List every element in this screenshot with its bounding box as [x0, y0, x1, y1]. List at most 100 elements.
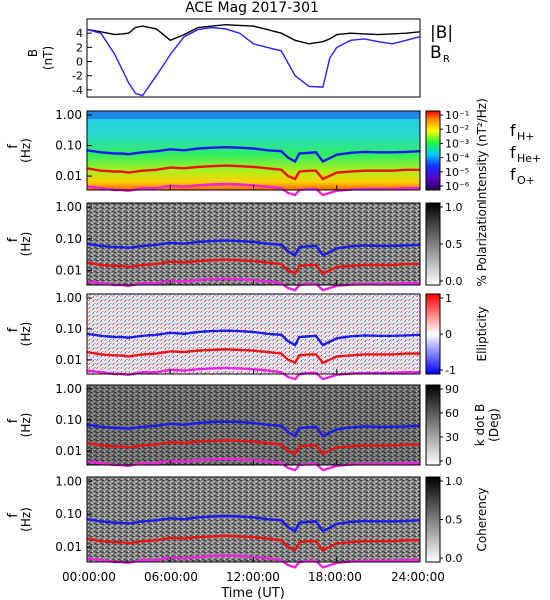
y-tick-label: 4	[76, 27, 83, 40]
colorbar-tick-label: -1	[445, 364, 456, 377]
colorbar-tick-label: 1.0	[445, 201, 463, 214]
legend-f-o-plus-subscript: O+	[517, 174, 535, 187]
legend-b-radial-subscript: R	[443, 54, 450, 65]
b-field-panel: 420-2-4B (nT)|B|B R	[26, 18, 453, 98]
gyrofrequency-line-f-He-plus	[86, 348, 420, 365]
spectrogram-image	[87, 294, 420, 374]
y-axis-unit: (Hz)	[19, 322, 33, 347]
gyrofrequency-line-f-O-plus	[86, 366, 420, 381]
y-axis-label: f	[6, 418, 21, 423]
y-axis-label: f	[6, 513, 21, 518]
y-axis-unit: (nT)	[41, 46, 55, 70]
coherency-panel: 1.00 0.10 0.01 f(Hz) 1.0 0.5 0.0 Coherency	[6, 474, 489, 569]
legend-f-h-plus-subscript: H+	[517, 130, 535, 143]
colorbar	[425, 293, 441, 375]
spectrogram-image	[87, 477, 420, 562]
legend-f-h-plus: f	[510, 121, 516, 140]
ellipticity-panel: 1.00 0.10 0.01 f(Hz) 1 0 -1 Ellipticity	[6, 291, 489, 381]
colorbar-tick-label: 10⁻⁵	[445, 166, 469, 179]
y-tick-label: 1.00	[55, 382, 82, 396]
y-tick-label: 0.10	[55, 413, 82, 427]
colorbar-tick-label: 0	[445, 455, 452, 468]
y-tick-label: 0.10	[55, 139, 82, 153]
series-line-b-radial	[86, 26, 421, 97]
colorbar	[425, 384, 441, 466]
y-tick-label: 2	[76, 41, 83, 54]
colorbar-tick-label: 10⁻¹	[445, 109, 469, 122]
y-axis-unit: (Hz)	[19, 507, 33, 532]
y-axis-unit: (Hz)	[19, 232, 33, 257]
gyrofrequency-line-f-He-plus	[86, 439, 420, 456]
legend-b-radial: B	[430, 43, 442, 63]
colorbar-tick-label: 60	[445, 407, 459, 420]
colorbar-tick-label: 0.0	[445, 275, 463, 288]
colorbar-tick-label: 10⁻²	[445, 123, 469, 136]
x-tick-label: 12:00:00	[226, 570, 280, 584]
y-tick-label: 0	[76, 56, 83, 69]
y-axis-label: f	[6, 327, 21, 332]
y-axis-label: B	[26, 49, 40, 57]
y-tick-label: 0.01	[55, 444, 82, 458]
y-tick-label: 1.00	[55, 291, 82, 305]
panels: 420-2-4B (nT)|B|B R1.000.100.01f(Hz)10⁻¹10…	[6, 18, 541, 569]
legend-f-he-plus-subscript: He+	[517, 152, 541, 165]
legend-b-magnitude: |B|	[430, 23, 453, 43]
k-dot-b-panel: 1.00 0.10 0.01 f(Hz) 90 60 30 0 k dot B (Deg)	[6, 382, 501, 472]
colorbar-tick-label: 1.0	[445, 475, 463, 488]
gyrofrequency-line-f-He-plus	[86, 258, 420, 276]
y-tick-label: -4	[72, 84, 83, 97]
gyrofrequency-line-f-H-plus	[86, 420, 421, 438]
gyrofrequency-line-f-He-plus	[86, 164, 420, 181]
y-tick-label: 1.00	[55, 474, 82, 488]
x-axis-ticks: 00:00:00 06:00:00 12:00:00 18:00:00 24:0…	[62, 570, 445, 584]
colorbar-tick-label: 10⁻⁶	[445, 180, 470, 193]
gyrofrequency-line-f-O-plus	[86, 457, 420, 472]
spectrogram-image	[87, 385, 420, 465]
colorbar-tick-label: 10⁻³	[445, 137, 469, 150]
y-tick-label: 1.00	[55, 200, 82, 214]
gyrofrequency-line-f-O-plus	[86, 182, 420, 197]
y-tick-label: -2	[72, 70, 83, 83]
colorbar-label: Ellipticity	[475, 307, 489, 362]
colorbar	[425, 202, 441, 286]
y-tick-label: 0.10	[55, 507, 82, 521]
colorbar-tick-label: 30	[445, 431, 459, 444]
y-axis-unit: (Hz)	[19, 413, 33, 438]
gyrofrequency-line-f-H-plus	[86, 514, 421, 533]
legend-f-o-plus: f	[510, 165, 516, 184]
colorbar-tick-label: 0	[445, 328, 452, 341]
y-tick-label: 0.01	[55, 169, 82, 183]
plot-frame	[86, 18, 421, 98]
y-axis-unit: (Hz)	[19, 138, 33, 163]
y-tick-label: 0.10	[55, 322, 82, 336]
gyrofrequency-line-f-O-plus	[86, 554, 420, 569]
colorbar-label: % Polarization	[475, 202, 489, 287]
colorbar-label: Intensity (nT²/Hz)	[475, 98, 489, 203]
colorbar-label: Coherency	[475, 487, 489, 551]
gyrofrequency-line-f-O-plus	[86, 277, 420, 292]
gyrofrequency-line-f-H-plus	[86, 145, 421, 164]
colorbar-label-unit: (Deg)	[487, 408, 501, 442]
y-tick-label: 0.01	[55, 353, 82, 367]
y-tick-label: 0.10	[55, 232, 82, 246]
colorbar	[425, 476, 441, 563]
colorbar-tick-label: 0.0	[445, 552, 463, 565]
x-tick-label: 00:00:00	[62, 570, 116, 584]
y-axis-label: f	[6, 237, 21, 242]
figure-title: ACE Mag 2017-301	[185, 0, 319, 16]
polarization-panel: 1.00 0.10 0.01 f(Hz) 1.0 0.5 0.0 % Polarization	[6, 200, 489, 292]
colorbar-tick-label: 10⁻⁴	[445, 152, 470, 165]
spectrogram-image	[87, 203, 420, 285]
legend-f-he-plus: f	[510, 143, 516, 162]
y-tick-label: 0.01	[55, 540, 82, 554]
spectrogram-image	[87, 111, 420, 190]
gyrofrequency-line-f-H-plus	[86, 329, 421, 347]
colorbar-tick-label: 90	[445, 383, 459, 396]
x-axis-label: Time (UT)	[220, 586, 285, 600]
series-line-b-magnitude	[86, 23, 421, 45]
colorbar	[425, 110, 441, 191]
y-tick-label: 1.00	[55, 108, 82, 122]
x-tick-label: 06:00:00	[144, 570, 198, 584]
colorbar-label: k dot B	[473, 404, 487, 446]
